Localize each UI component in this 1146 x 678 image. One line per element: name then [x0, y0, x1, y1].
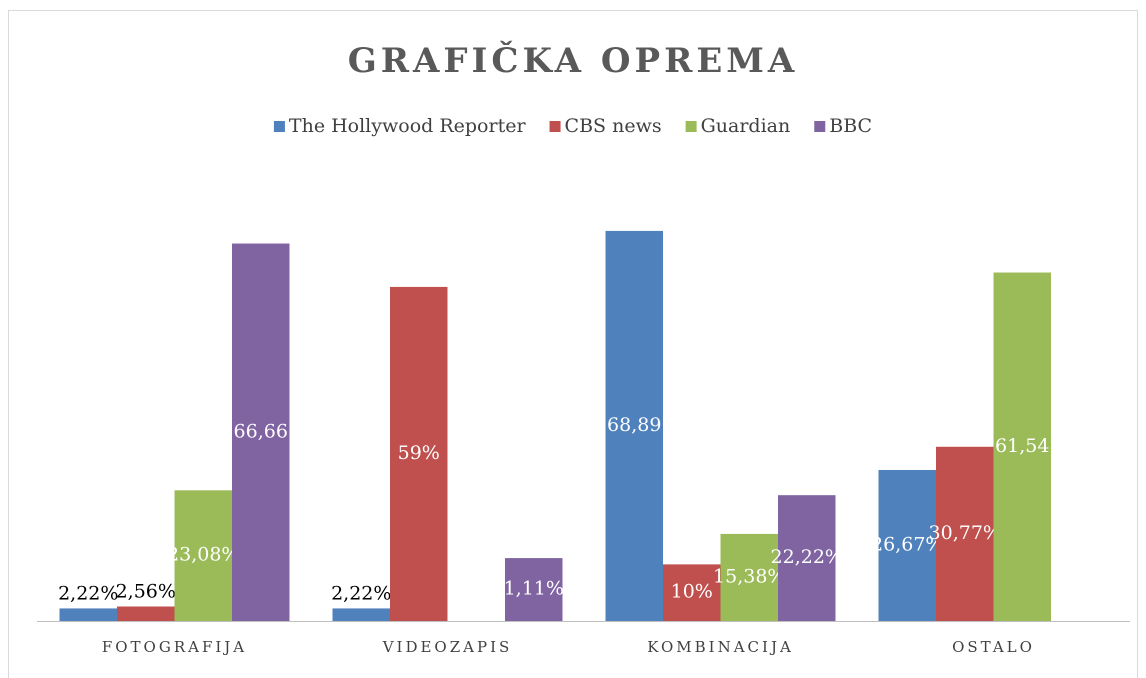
- data-label: 2,56%: [116, 581, 176, 603]
- data-label: 66,66: [234, 420, 288, 442]
- legend-label: The Hollywood Reporter: [289, 115, 527, 137]
- bar: [778, 495, 836, 621]
- bar: [993, 272, 1051, 621]
- data-label: 15,38%: [713, 565, 785, 587]
- legend-swatch: [273, 121, 285, 132]
- data-label: 59%: [398, 442, 440, 464]
- data-label: 26,67%: [871, 533, 943, 555]
- legend-swatch: [814, 121, 826, 132]
- data-label: 22,22%: [771, 546, 843, 568]
- data-label: 30,77%: [929, 522, 1001, 544]
- data-label: 68,89: [607, 414, 661, 436]
- bar: [59, 608, 117, 621]
- chart-title: GRAFIČKA OPREMA: [348, 40, 799, 81]
- legend-label: BBC: [829, 115, 872, 137]
- bar: [174, 490, 232, 621]
- data-label: 23,08%: [167, 544, 239, 566]
- bar: [936, 446, 994, 621]
- bar: [878, 469, 936, 621]
- chart-border: [8, 10, 1138, 678]
- x-tick-label: VIDEOZAPIS: [382, 638, 513, 656]
- bar: [332, 608, 390, 621]
- data-label: 2,22%: [331, 582, 391, 604]
- bar: [505, 558, 563, 621]
- legend-swatch: [685, 121, 697, 132]
- bar: [605, 230, 663, 621]
- x-tick-label: FOTOGRAFIJA: [102, 638, 247, 656]
- x-tick-label: KOMBINACIJA: [647, 638, 794, 656]
- data-label: 2,22%: [58, 582, 118, 604]
- legend-label: CBS news: [565, 115, 662, 137]
- bar: [117, 606, 175, 621]
- bar: [663, 564, 721, 621]
- bar: [232, 243, 290, 621]
- data-label: 1,11%: [504, 578, 564, 600]
- bar: [720, 533, 778, 621]
- x-tick-label: OSTALO: [952, 638, 1035, 656]
- data-label: 10%: [671, 581, 713, 603]
- legend-label: Guardian: [701, 115, 791, 137]
- data-label: 61,54: [995, 435, 1049, 457]
- legend-swatch: [549, 121, 561, 132]
- bar: [390, 286, 448, 621]
